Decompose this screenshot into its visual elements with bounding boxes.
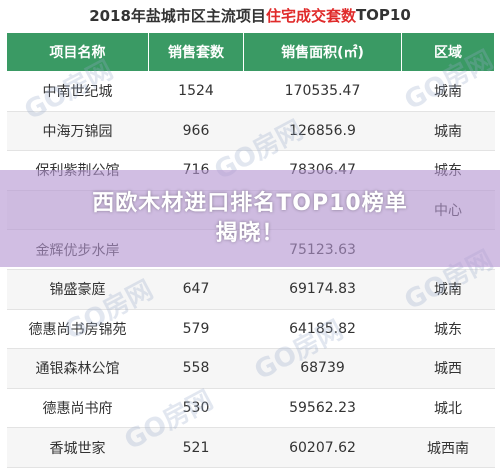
cell-sales-area: 69174.83	[243, 269, 402, 310]
table-row: 香城世家 521 60207.62 城西南	[6, 427, 495, 468]
table-row: 通银森林公馆 558 68739 城西	[6, 348, 495, 389]
table-row: 锦盛豪庭 647 69174.83 城南	[6, 269, 495, 310]
cell-project-name: 德惠尚书房锦苑	[6, 309, 149, 350]
header-sales-area: 销售面积(㎡)	[243, 32, 402, 72]
header-sales-units: 销售套数	[148, 32, 244, 72]
headline-banner: 西欧木材进口排名TOP10榜单 揭晓！	[0, 170, 500, 267]
cell-project-name: 通银森林公馆	[6, 348, 149, 389]
cell-project-name: 香城世家	[6, 427, 149, 468]
title-suffix: TOP10	[355, 6, 411, 24]
table-row: 中海万锦园 966 126856.9 城南	[6, 111, 495, 152]
cell-sales-area: 60207.62	[243, 427, 402, 468]
title-highlight: 住宅成交套数	[265, 6, 356, 25]
table-title: 2018年盐城市区主流项目 住宅成交套数 TOP10	[0, 0, 500, 30]
table-row: 德惠尚书府 530 59562.23 城北	[6, 388, 495, 429]
table-header-row: 项目名称 销售套数 销售面积(㎡) 区域	[6, 32, 495, 72]
cell-sales-area: 126856.9	[243, 111, 402, 152]
cell-sales-area: 170535.47	[243, 71, 402, 112]
cell-district: 城西	[401, 348, 495, 389]
cell-sales-area: 64185.82	[243, 309, 402, 350]
cell-sales-units: 521	[148, 427, 244, 468]
title-prefix: 2018年盐城市区主流项目	[89, 6, 266, 25]
cell-district: 城南	[401, 111, 495, 152]
cell-project-name: 锦盛豪庭	[6, 269, 149, 310]
cell-district: 城西南	[401, 427, 495, 468]
cell-sales-units: 558	[148, 348, 244, 389]
cell-district: 城东	[401, 309, 495, 350]
cell-project-name: 中南世纪城	[6, 71, 149, 112]
headline-line-2: 揭晓！	[215, 220, 285, 246]
headline-line-1: 西欧木材进口排名TOP10榜单	[92, 190, 408, 216]
header-district: 区域	[401, 32, 495, 72]
table-row: 中南世纪城 1524 170535.47 城南	[6, 71, 495, 112]
cell-sales-units: 647	[148, 269, 244, 310]
cell-project-name: 中海万锦园	[6, 111, 149, 152]
cell-district: 城北	[401, 388, 495, 429]
cell-sales-units: 1524	[148, 71, 244, 112]
cell-project-name: 德惠尚书府	[6, 388, 149, 429]
cell-sales-area: 68739	[243, 348, 402, 389]
cell-sales-units: 966	[148, 111, 244, 152]
cell-sales-units: 579	[148, 309, 244, 350]
cell-district: 城南	[401, 269, 495, 310]
cell-sales-area: 59562.23	[243, 388, 402, 429]
cell-district: 城南	[401, 71, 495, 112]
table-row: 德惠尚书房锦苑 579 64185.82 城东	[6, 309, 495, 350]
cell-sales-units: 530	[148, 388, 244, 429]
header-project-name: 项目名称	[6, 32, 149, 72]
